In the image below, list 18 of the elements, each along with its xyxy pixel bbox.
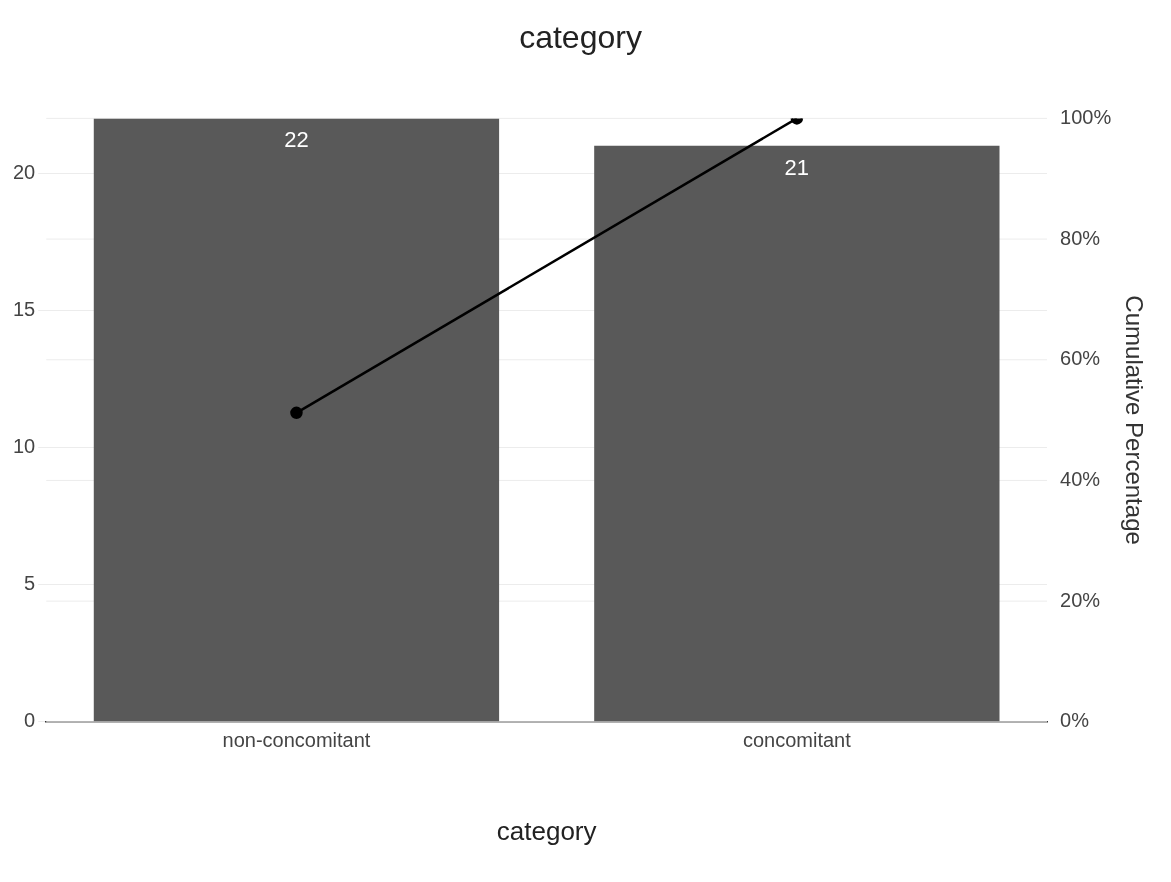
y2-tick-label: 20% (1060, 588, 1101, 611)
y2-tick-label: 40% (1060, 467, 1101, 490)
y2-axis-title: Cumulative Percentage (1120, 295, 1148, 545)
data-label: 21 (784, 154, 810, 180)
y-tick-label: 15 (13, 297, 36, 320)
x-tick-label: non-concomitant (222, 729, 371, 752)
x-tick-label: concomitant (742, 729, 852, 752)
y2-tick-label: 100% (1060, 105, 1112, 128)
y-tick-label: 5 (24, 572, 36, 595)
y2-tick-label: 80% (1060, 226, 1101, 249)
y2-tick-label: 0% (1060, 709, 1090, 732)
y-tick-label: 0 (24, 709, 36, 732)
data-label: 22 (284, 127, 309, 153)
chart-title: category (519, 19, 642, 56)
x-axis-title: category (496, 815, 597, 846)
y-tick-label: 10 (13, 435, 36, 458)
y-tick-label: 20 (13, 160, 36, 183)
y2-tick-label: 60% (1060, 347, 1101, 370)
